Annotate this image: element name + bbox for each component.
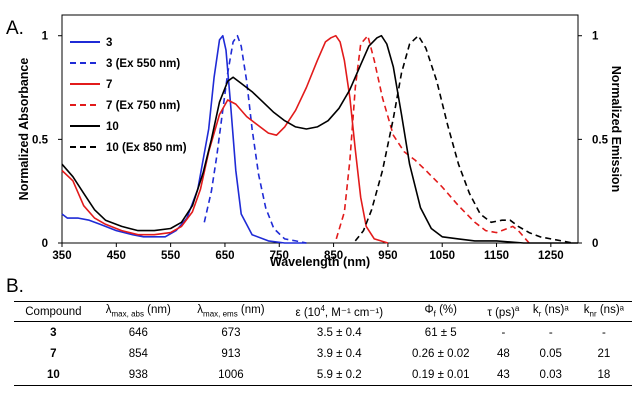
plot-frame <box>61 14 579 244</box>
table-header-4: Φf (%) <box>400 301 481 322</box>
x-tick-label: 1050 <box>429 250 455 262</box>
table-cell: 10 <box>14 364 93 386</box>
x-tick-label: 750 <box>270 250 289 262</box>
tick-group: 350 450 550 650 750 850 950 1050 1150 125000.5100… <box>32 31 609 262</box>
table-cell: - <box>601 326 606 339</box>
table-cell: 673 <box>221 326 241 339</box>
table-cell: 48 <box>496 347 510 360</box>
y2-tick-label: 1 <box>592 31 599 43</box>
table-cell: 938 <box>92 364 184 386</box>
table-cell: 1006 <box>183 364 278 386</box>
header-unit: (%) <box>435 304 457 317</box>
x-tick-label: 1150 <box>484 250 509 262</box>
header-sub: f <box>433 309 436 319</box>
table-cell: 0.03 <box>525 364 576 386</box>
x-tick-label: 550 <box>161 250 180 262</box>
table-header-6: kr (ns)ᵃ <box>525 301 576 322</box>
header-unit: (nm) <box>237 304 265 317</box>
header-unit: , M⁻¹ cm⁻¹) <box>324 306 384 319</box>
series-group <box>61 34 578 244</box>
x-tick-label: 650 <box>215 250 234 262</box>
series-line-0 <box>61 34 307 244</box>
table-cell: 5.9 ± 0.2 <box>278 364 401 386</box>
header-unit: (ns)ᵃ <box>541 304 569 317</box>
table-cell: 0.05 <box>539 347 562 360</box>
table-header-3: ε (104, M⁻¹ cm⁻¹) <box>278 301 401 322</box>
table-cell: - <box>501 326 506 339</box>
table-row: 10 938 1006 5.9 ± 0.2 0.19 ± 0.01 43 0.03 18 <box>14 364 632 386</box>
table-header-0: Compound <box>14 301 93 322</box>
y-tick-label: 0.5 <box>32 134 49 146</box>
table-header-1: λmax, abs (nm) <box>92 301 184 322</box>
panel-b-label: B. <box>6 276 24 297</box>
header-main: k <box>532 304 539 317</box>
header-main: λ <box>105 304 112 317</box>
y2-axis-label: Normalized Emission <box>609 66 623 192</box>
y-axis-label: Normalized Absorbance <box>17 58 31 201</box>
photophysics-table: Compound λmax, abs (nm) λmax, ems (nm) ε (1… <box>14 301 632 386</box>
header-main: k <box>583 304 590 317</box>
x-tick-label: 850 <box>324 250 343 262</box>
header-sup: 4 <box>320 304 325 314</box>
header-sub: max, ems <box>203 309 238 319</box>
header-main: Φ <box>424 304 434 317</box>
header-sub: r <box>538 309 542 319</box>
y-tick-label: 1 <box>42 31 49 43</box>
header-sub: max, abs <box>111 309 144 319</box>
table-cell: 3 <box>50 326 57 339</box>
x-tick-label: 350 <box>52 250 71 262</box>
legend-label-0: 3 <box>106 37 112 49</box>
series-line-4 <box>61 34 578 244</box>
legend: 3 3 (Ex 550 nm) 7 7 (Ex 750 nm) 10 10 (Ex 850… <box>70 37 187 154</box>
legend-label-3: 7 (Ex 750 nm) <box>106 100 180 112</box>
header-main: λ <box>197 304 204 317</box>
header-main: Compound <box>25 305 82 318</box>
x-axis-label: Wavelength (nm) <box>270 255 370 269</box>
table-header-7: knr (ns)ᵃ <box>575 301 632 322</box>
table-cell: 854 <box>128 347 148 360</box>
x-tick-label: 950 <box>378 250 397 262</box>
table-cell: 7 <box>50 347 57 360</box>
table-row: 3 646 673 3.5 ± 0.4 61 ± 5 - - - <box>14 322 632 344</box>
table-cell: 0.19 ± 0.01 <box>400 364 481 386</box>
table-cell: 61 ± 5 <box>424 326 457 339</box>
header-unit: (nm) <box>143 304 171 317</box>
legend-label-1: 3 (Ex 550 nm) <box>106 58 180 70</box>
table-cell: 3.5 ± 0.4 <box>316 326 362 339</box>
table-header-row: Compound λmax, abs (nm) λmax, ems (nm) ε (1… <box>14 301 632 322</box>
table-header-5: τ (ps)a <box>480 301 526 322</box>
header-sub: nr <box>589 309 597 319</box>
table-cell: 43 <box>480 364 526 386</box>
series-line-5 <box>354 34 573 244</box>
table-cell: 3.9 ± 0.4 <box>316 347 362 360</box>
spectra-chart: 350 450 550 650 750 850 950 1050 1150 125000.5100… <box>17 14 623 269</box>
x-tick-label: 450 <box>107 250 126 262</box>
header-main: ε (10 <box>295 306 321 319</box>
table-cell: 0.26 ± 0.02 <box>412 347 470 360</box>
header-main: τ (ps) <box>487 306 515 319</box>
table-header-2: λmax, ems (nm) <box>183 301 278 322</box>
header-unit: (ns)ᵃ <box>596 304 624 317</box>
series-line-1 <box>203 34 307 244</box>
series-line-2 <box>61 34 389 244</box>
header-sup: a <box>514 304 520 314</box>
y2-tick-label: 0.5 <box>592 134 609 146</box>
table-cell: 18 <box>575 364 632 386</box>
table-row: 7 854 913 3.9 ± 0.4 0.26 ± 0.02 48 0.05 21 <box>14 343 632 364</box>
y-tick-label: 0 <box>42 238 48 250</box>
legend-label-2: 7 <box>106 79 112 91</box>
table-body: 3 646 673 3.5 ± 0.4 61 ± 5 - - - 7 854 913 3.9 ± 0.… <box>14 322 632 386</box>
table-cell: - <box>548 326 553 339</box>
table-cell: 21 <box>597 347 611 360</box>
legend-label-5: 10 (Ex 850 nm) <box>106 142 187 154</box>
panel-a-label: A. <box>6 18 24 39</box>
legend-label-4: 10 <box>106 121 119 133</box>
y2-tick-label: 0 <box>592 238 598 250</box>
x-tick-label: 1250 <box>538 250 564 262</box>
table-cell: 913 <box>221 347 241 360</box>
table-cell: 646 <box>128 326 148 339</box>
series-line-3 <box>335 34 530 244</box>
